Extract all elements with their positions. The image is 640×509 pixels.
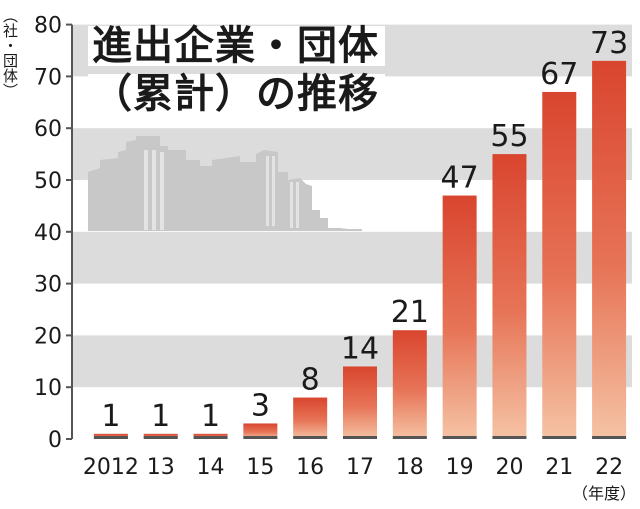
bar: [392, 330, 427, 439]
bar: [442, 195, 477, 439]
x-tick-label: 13: [147, 455, 175, 480]
bar-value-label: 14: [341, 331, 379, 366]
y-tick-label: 0: [48, 428, 62, 453]
x-tick-label: 20: [495, 455, 523, 480]
x-tick-label: 19: [446, 455, 474, 480]
y-tick-label: 80: [34, 14, 62, 39]
bar-baseline: [343, 436, 377, 439]
bar-baseline: [243, 436, 278, 439]
y-tick-label: 70: [34, 65, 62, 90]
y-tick-label: 20: [34, 324, 62, 349]
bar-value-label: 1: [151, 399, 170, 434]
bar-baseline: [143, 436, 178, 439]
city-skyline-illustration: [88, 136, 362, 231]
y-tick-labels: 0 10 20 30 40 50 60 70 80: [34, 14, 62, 453]
bar-baseline: [542, 436, 577, 439]
y-tick-label: 10: [34, 376, 62, 401]
x-tick-labels: 2012 13 14 15 16 17 18 19 20 21 22: [83, 455, 623, 480]
bar-baseline: [442, 436, 477, 439]
y-axis-label-wrap: （社・団体）: [1, 8, 24, 98]
bar: [243, 423, 278, 439]
bar-baseline: [592, 436, 627, 439]
bar: [542, 91, 577, 439]
y-tick-label: 40: [34, 221, 62, 246]
bar-value-label: 67: [540, 57, 578, 92]
chart-title-line-2: （累計）の推移: [88, 74, 385, 114]
bar-value-label: 73: [590, 26, 628, 61]
bar: [592, 60, 627, 440]
bars: [93, 60, 627, 440]
bar-value-label: 3: [251, 388, 270, 423]
bar-value-label: 47: [441, 161, 479, 196]
grid-band: [72, 231, 632, 284]
y-tick-label: 30: [34, 273, 62, 298]
bar-value-label: 21: [391, 295, 429, 330]
bar-baseline: [193, 436, 228, 439]
bar: [492, 154, 527, 439]
x-tick-label: 14: [197, 455, 225, 480]
bar-baseline: [293, 436, 328, 439]
bar: [343, 366, 377, 439]
bar-baseline: [492, 436, 527, 439]
x-tick-label: 17: [346, 455, 374, 480]
bar-value-label: 8: [301, 363, 320, 398]
x-tick-label: 22: [595, 455, 623, 480]
x-tick-label: 18: [396, 455, 424, 480]
x-tick-label: 2012: [83, 455, 139, 480]
bar-baseline: [93, 436, 128, 439]
y-tick-label: 50: [34, 169, 62, 194]
bar-value-label: 1: [101, 399, 120, 434]
y-tick-label: 60: [34, 117, 62, 142]
bar-value-label: 55: [490, 119, 528, 154]
y-axis-label: （社・団体）: [1, 8, 19, 98]
bar: [293, 397, 328, 439]
bar-baseline: [392, 436, 427, 439]
x-tick-label: 21: [545, 455, 573, 480]
x-axis-unit: （年度）: [572, 484, 637, 503]
x-tick-label: 15: [246, 455, 274, 480]
bar-value-label: 1: [201, 399, 220, 434]
chart-axis: [66, 23, 73, 440]
chart-title-line-1: 進出企業・団体: [88, 26, 385, 66]
x-tick-label: 16: [296, 455, 324, 480]
